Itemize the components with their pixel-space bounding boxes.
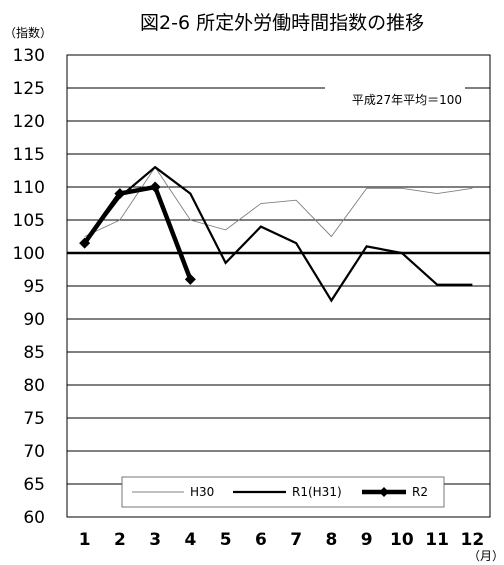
y-tick-label: 125 (13, 79, 45, 99)
y-tick-label: 110 (13, 178, 45, 198)
legend-label: H30 (190, 485, 214, 499)
x-tick-label: 2 (114, 530, 126, 550)
y-tick-label: 105 (13, 211, 45, 231)
x-tick-label: 1 (79, 530, 91, 550)
legend-marker-diamond (379, 487, 389, 497)
series-line-r1-h31- (83, 165, 473, 303)
x-tick-label: 4 (184, 530, 196, 550)
x-axis-unit-label: （月） (468, 549, 504, 563)
series-line-r2 (82, 184, 193, 281)
legend-label: R2 (412, 485, 428, 499)
y-tick-label: 75 (23, 409, 45, 429)
legend-label: R1(H31) (292, 485, 342, 499)
y-tick-label: 130 (13, 46, 45, 66)
chart-title: 図2-6 所定外労働時間指数の推移 (140, 12, 424, 34)
x-tick-label: 5 (220, 530, 232, 550)
x-tick-label: 6 (255, 530, 267, 550)
x-tick-label: 12 (461, 530, 485, 550)
y-tick-label: 90 (23, 310, 45, 330)
y-axis-ticks: 130 125 120 115 110 105 100 95 90 85 80 75 70 65 60 (13, 46, 45, 528)
y-tick-label: 115 (13, 145, 45, 165)
y-tick-label: 70 (23, 442, 45, 462)
x-tick-label: 8 (325, 530, 337, 550)
x-axis-ticks: 1 2 3 4 5 6 7 8 9 10 11 12 (79, 530, 485, 550)
data-point-diamond (149, 181, 161, 193)
y-tick-label: 60 (23, 508, 45, 528)
x-tick-label: 7 (290, 530, 302, 550)
data-point-diamond (114, 188, 126, 200)
legend: H30 R1(H31) R2 (121, 476, 445, 508)
series-layer (79, 165, 473, 303)
data-point-diamond (184, 273, 196, 285)
y-tick-label: 100 (13, 244, 45, 264)
y-tick-label: 95 (23, 277, 45, 297)
plot-area-frame (66, 54, 491, 518)
gridlines (67, 54, 490, 518)
y-tick-label: 80 (23, 376, 45, 396)
y-tick-label: 85 (23, 343, 45, 363)
baseline-note: 平成27年平均＝100 (352, 93, 462, 107)
legend-items: H30 R1(H31) R2 (132, 485, 428, 499)
x-tick-label: 10 (390, 530, 414, 550)
x-tick-label: 3 (149, 530, 161, 550)
y-axis-unit-label: （指数） (4, 25, 52, 40)
y-tick-label: 65 (23, 475, 45, 495)
x-tick-label: 9 (361, 530, 373, 550)
y-tick-label: 120 (13, 112, 45, 132)
x-tick-label: 11 (425, 530, 449, 550)
note-background (325, 86, 465, 108)
series-line-h30 (84, 166, 473, 238)
data-point-diamond (79, 237, 91, 249)
